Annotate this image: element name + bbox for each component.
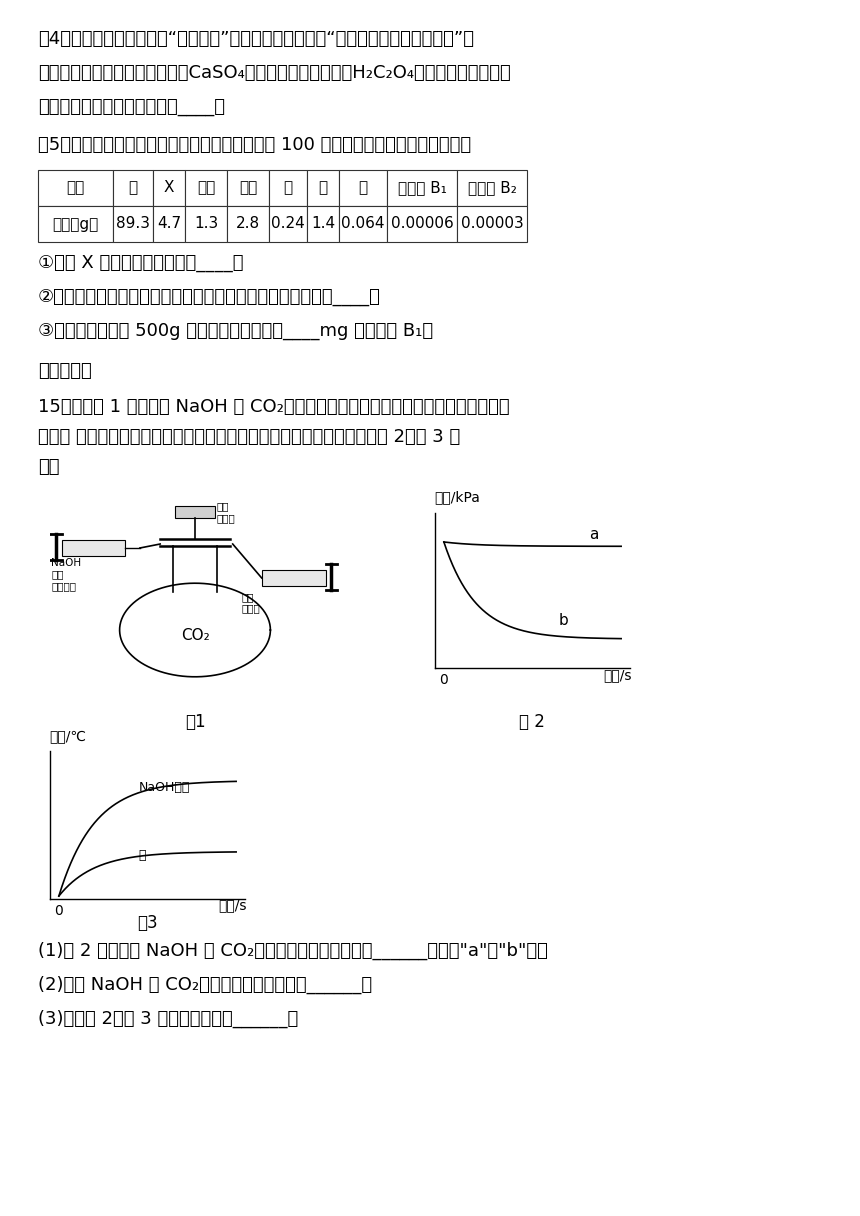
Text: ③某成年人食用了 500g 豆腐，相当于补充了____mg 的维生素 B₁。: ③某成年人食用了 500g 豆腐，相当于补充了____mg 的维生素 B₁。 [38,322,433,340]
Text: 0.00003: 0.00003 [461,216,524,231]
FancyBboxPatch shape [261,570,325,586]
Text: 维生素 B₂: 维生素 B₂ [468,180,517,196]
Bar [185,206,227,242]
Bar [153,206,185,242]
Bar [387,170,457,206]
Bar [38,170,113,206]
Text: 水: 水 [138,849,146,862]
Text: (3)结合图 2、图 3 可得到的结论是______。: (3)结合图 2、图 3 可得到的结论是______。 [38,1010,298,1029]
Text: 2.8: 2.8 [236,216,260,231]
Text: 压强/kPa: 压强/kPa [434,490,480,505]
Text: ①表中 X 代表六大营养素中的____；: ①表中 X 代表六大营养素中的____； [38,254,243,272]
Bar [457,206,527,242]
Bar [185,170,227,206]
Text: CO₂: CO₂ [181,629,209,643]
FancyBboxPatch shape [175,506,215,518]
Text: 0.00006: 0.00006 [390,216,453,231]
Text: 89.3: 89.3 [116,216,150,231]
Bar [269,206,307,242]
Bar [153,170,185,206]
Text: 4.7: 4.7 [157,216,181,231]
Bar [113,170,153,206]
Text: 图1: 图1 [185,713,206,731]
Text: 钙: 钙 [284,180,292,196]
Text: 1.4: 1.4 [311,216,335,231]
Text: ②乙醇、淀粉、葡萄糖三种物质中属于有机高分子化合物的是____；: ②乙醇、淀粉、葡萄糖三种物质中属于有机高分子化合物的是____； [38,288,381,306]
Bar [269,170,307,206]
Bar [339,170,387,206]
Text: 质量（g）: 质量（g） [52,216,99,231]
Text: 铁: 铁 [318,180,328,196]
Text: X: X [163,180,175,196]
Text: 时间/s: 时间/s [604,669,632,682]
Bar [227,170,269,206]
Bar [387,206,457,242]
Text: 实验， 将注射器内液体全部推入，测得一段时间内压强和温度的变化如图 2、图 3 所: 实验， 将注射器内液体全部推入，测得一段时间内压强和温度的变化如图 2、图 3 … [38,428,460,446]
Bar [307,170,339,206]
Text: 0.24: 0.24 [271,216,305,231]
Text: （5）豆腐中含有人们生活所需的各类营养素，每 100 克豆腐中含各种营养成分如表：: （5）豆腐中含有人们生活所需的各类营养素，每 100 克豆腐中含各种营养成分如表… [38,136,471,154]
Text: 图 2: 图 2 [519,713,545,731]
Text: 1.3: 1.3 [194,216,218,231]
Bar [339,206,387,242]
Text: 油脂: 油脂 [197,180,215,196]
Text: (1)图 2 中能表示 NaOH 与 CO₂发生了化学反应的曲线是______线（填"a"或"b"）。: (1)图 2 中能表示 NaOH 与 CO₂发生了化学反应的曲线是______线… [38,942,548,961]
Text: 水: 水 [128,180,138,196]
Bar [227,206,269,242]
Bar [113,206,153,242]
Text: (2)写出 NaOH 与 CO₂发生反应的化学方程式______。: (2)写出 NaOH 与 CO₂发生反应的化学方程式______。 [38,976,372,995]
Text: NaOH溶液: NaOH溶液 [138,781,190,794]
Text: 示。: 示。 [38,458,59,475]
Text: 糖类: 糖类 [239,180,257,196]
Text: a: a [589,527,599,542]
Bar [38,206,113,242]
Bar [457,170,527,206]
Bar [307,206,339,242]
Text: 磷: 磷 [359,180,367,196]
Text: 这是因为豆腐中含有一种钙盐（CaSO₄），菠菜中含有草酸（H₂C₂O₄），两者发生复分解: 这是因为豆腐中含有一种钙盐（CaSO₄），菠菜中含有草酸（H₂C₂O₄），两者发… [38,64,511,81]
Text: 温度/℃: 温度/℃ [49,730,86,744]
Text: 维生素 B₁: 维生素 B₁ [397,180,446,196]
Text: 时间/s: 时间/s [218,899,247,912]
Text: 反应，该反应的化学方程式为____。: 反应，该反应的化学方程式为____。 [38,98,225,116]
Text: 0.064: 0.064 [341,216,384,231]
Text: 图3: 图3 [137,914,157,931]
FancyBboxPatch shape [62,540,126,556]
Text: NaOH
溶液
（或水）: NaOH 溶液 （或水） [52,558,82,591]
Text: （4）菠菜营养丰富，素有“蔬菜之王”的美称。民间流传：“菠菜豆腐同食，易得结石”。: （4）菠菜营养丰富，素有“蔬菜之王”的美称。民间流传：“菠菜豆腐同食，易得结石”… [38,30,474,47]
Text: 温度
传感器: 温度 传感器 [242,592,260,614]
Text: 三、实验题: 三、实验题 [38,362,92,379]
Text: 压强
传感器: 压强 传感器 [217,501,236,523]
Text: 15．利用图 1 装置研究 NaOH 与 CO₂的反应。用等体积的氢氧化钠溶液、水分别进行: 15．利用图 1 装置研究 NaOH 与 CO₂的反应。用等体积的氢氧化钠溶液、… [38,398,510,416]
Text: b: b [559,613,568,627]
Text: 成分: 成分 [66,180,84,196]
